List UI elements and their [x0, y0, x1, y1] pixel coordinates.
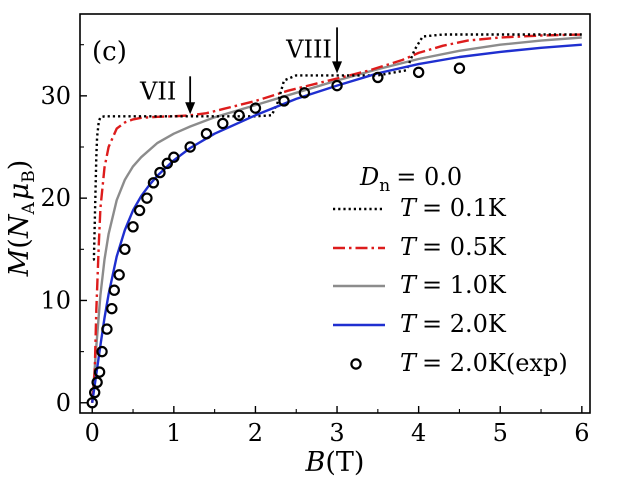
x-tick-label: 4 — [411, 419, 426, 447]
y-tick-label: 20 — [40, 184, 71, 212]
exp-data-point — [217, 117, 229, 130]
exp-data-point — [127, 221, 139, 233]
legend-label: T = 0.1K — [400, 194, 507, 222]
legend-label: T = 1.0K — [400, 271, 507, 299]
y-axis-title: M(NAμB) — [4, 160, 39, 278]
legend-label: T = 2.0K — [400, 310, 507, 338]
legend-marker — [350, 358, 362, 370]
x-axis-title: B(T) — [305, 447, 365, 477]
exp-data-point — [141, 192, 153, 204]
y-axis-na: N — [4, 213, 35, 239]
y-tick-label: 30 — [40, 82, 71, 110]
annotations: VII VIII — [139, 27, 343, 115]
exp-data-point — [233, 109, 245, 121]
exp-data-point — [91, 376, 103, 389]
ticks-layer: 0 1 2 3 4 5 6 0 10 20 30 — [40, 44, 589, 447]
exp-data-point — [101, 323, 113, 335]
legend-label: T = 0.5K — [400, 233, 507, 261]
legend: Dn = 0.0 T = 0.1K T = 0.5K T = 1.0K T = 2.0K T = 2… — [333, 163, 568, 377]
x-tick-label: 6 — [574, 419, 589, 447]
exp-data-point — [200, 127, 213, 140]
x-tick-label: 5 — [493, 419, 508, 447]
exp-data-point — [154, 166, 166, 179]
exp-data-point — [278, 95, 290, 107]
series-line-10K — [91, 36, 582, 403]
y-axis-mu: μ — [4, 183, 35, 201]
exp-data-point — [331, 79, 343, 92]
plot-frame — [79, 13, 591, 414]
exp-data-point — [412, 66, 425, 79]
series-line-05K — [91, 33, 582, 403]
x-axis-unit: (T) — [325, 447, 364, 477]
x-tick-label: 1 — [166, 419, 181, 447]
x-axis-symbol: B — [305, 447, 326, 477]
panel-label: (c) — [92, 37, 127, 67]
exp-data-point — [298, 87, 311, 99]
exp-data-point — [133, 204, 146, 217]
exp-data-point — [93, 366, 106, 378]
exp-data-point — [113, 269, 125, 281]
legend-title: Dn = 0.0 — [359, 163, 462, 196]
exp-data-point — [168, 151, 180, 163]
exp-data-point — [119, 243, 131, 256]
y-axis-symbol: M — [4, 247, 35, 277]
annotation-arrow-head — [332, 61, 343, 74]
series-line-01K — [92, 33, 582, 261]
series-line-20K — [91, 43, 582, 403]
exp-data-point — [88, 386, 101, 399]
exp-data-point — [184, 141, 196, 153]
x-tick-label: 3 — [329, 419, 344, 447]
exp-data-point — [106, 302, 118, 315]
series-layer — [86, 33, 582, 409]
exp-data-point — [96, 345, 108, 358]
x-tick-label: 2 — [248, 419, 263, 447]
y-tick-label: 0 — [56, 389, 71, 417]
annotation-arrow-head — [185, 102, 196, 115]
exp-data-point — [108, 284, 120, 296]
exp-data-point — [249, 102, 262, 114]
y-tick-label: 10 — [40, 286, 71, 314]
annotation-label-vii: VII — [139, 77, 176, 105]
legend-label: T = 2.0K(exp) — [400, 349, 568, 377]
exp-data-point — [453, 62, 466, 74]
exp-data-point — [372, 71, 384, 84]
exp-data-point — [147, 177, 160, 189]
exp-data-point — [161, 157, 174, 170]
x-tick-label: 0 — [85, 419, 100, 447]
annotation-label-viii: VIII — [285, 35, 332, 63]
